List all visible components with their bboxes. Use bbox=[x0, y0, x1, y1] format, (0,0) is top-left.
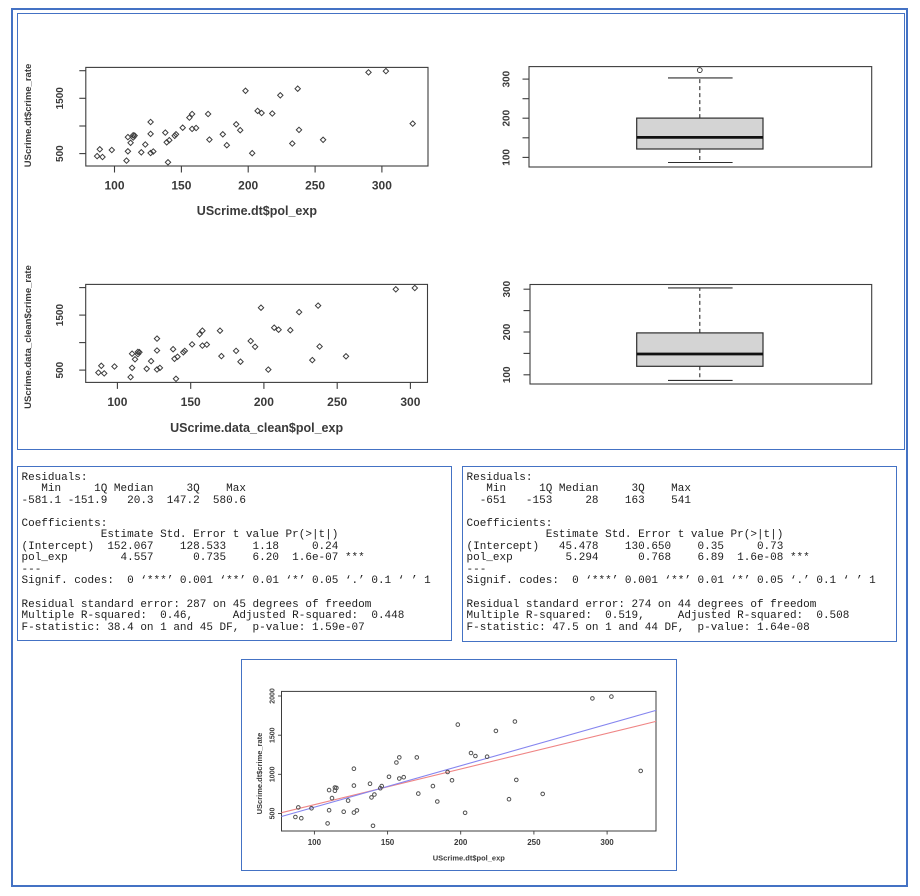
svg-text:1500: 1500 bbox=[55, 87, 66, 110]
svg-text:UScrime.dt$crime_rate: UScrime.dt$crime_rate bbox=[255, 733, 264, 815]
svg-text:100: 100 bbox=[502, 149, 513, 166]
svg-text:100: 100 bbox=[502, 366, 513, 383]
svg-text:1500: 1500 bbox=[270, 727, 277, 743]
svg-text:250: 250 bbox=[527, 838, 541, 847]
svg-text:UScrime.dt$crime_rate: UScrime.dt$crime_rate bbox=[23, 64, 34, 168]
svg-text:100: 100 bbox=[107, 395, 127, 409]
svg-text:1000: 1000 bbox=[270, 766, 277, 782]
svg-text:300: 300 bbox=[372, 179, 392, 193]
svg-text:500: 500 bbox=[55, 145, 66, 162]
svg-text:200: 200 bbox=[254, 395, 274, 409]
svg-text:200: 200 bbox=[502, 323, 513, 340]
svg-text:200: 200 bbox=[238, 179, 258, 193]
svg-text:250: 250 bbox=[327, 395, 347, 409]
svg-text:250: 250 bbox=[305, 179, 325, 193]
svg-text:1500: 1500 bbox=[55, 304, 66, 327]
svg-text:300: 300 bbox=[600, 838, 614, 847]
svg-text:300: 300 bbox=[502, 70, 513, 87]
svg-text:UScrime.data_clean$pol_exp: UScrime.data_clean$pol_exp bbox=[170, 421, 343, 435]
svg-text:100: 100 bbox=[308, 838, 322, 847]
svg-text:100: 100 bbox=[104, 179, 124, 193]
svg-text:300: 300 bbox=[400, 395, 420, 409]
svg-text:300: 300 bbox=[502, 280, 513, 297]
svg-text:UScrime.data_clean$crime_rate: UScrime.data_clean$crime_rate bbox=[23, 265, 34, 409]
svg-text:UScrime.dt$pol_exp: UScrime.dt$pol_exp bbox=[197, 204, 318, 218]
svg-text:200: 200 bbox=[502, 109, 513, 126]
svg-text:150: 150 bbox=[171, 179, 191, 193]
svg-text:UScrime.dt$pol_exp: UScrime.dt$pol_exp bbox=[433, 853, 506, 862]
svg-text:150: 150 bbox=[181, 395, 201, 409]
svg-text:500: 500 bbox=[270, 808, 277, 820]
svg-text:500: 500 bbox=[55, 361, 66, 378]
svg-text:200: 200 bbox=[454, 838, 468, 847]
svg-text:150: 150 bbox=[381, 838, 395, 847]
svg-text:2000: 2000 bbox=[270, 688, 277, 704]
